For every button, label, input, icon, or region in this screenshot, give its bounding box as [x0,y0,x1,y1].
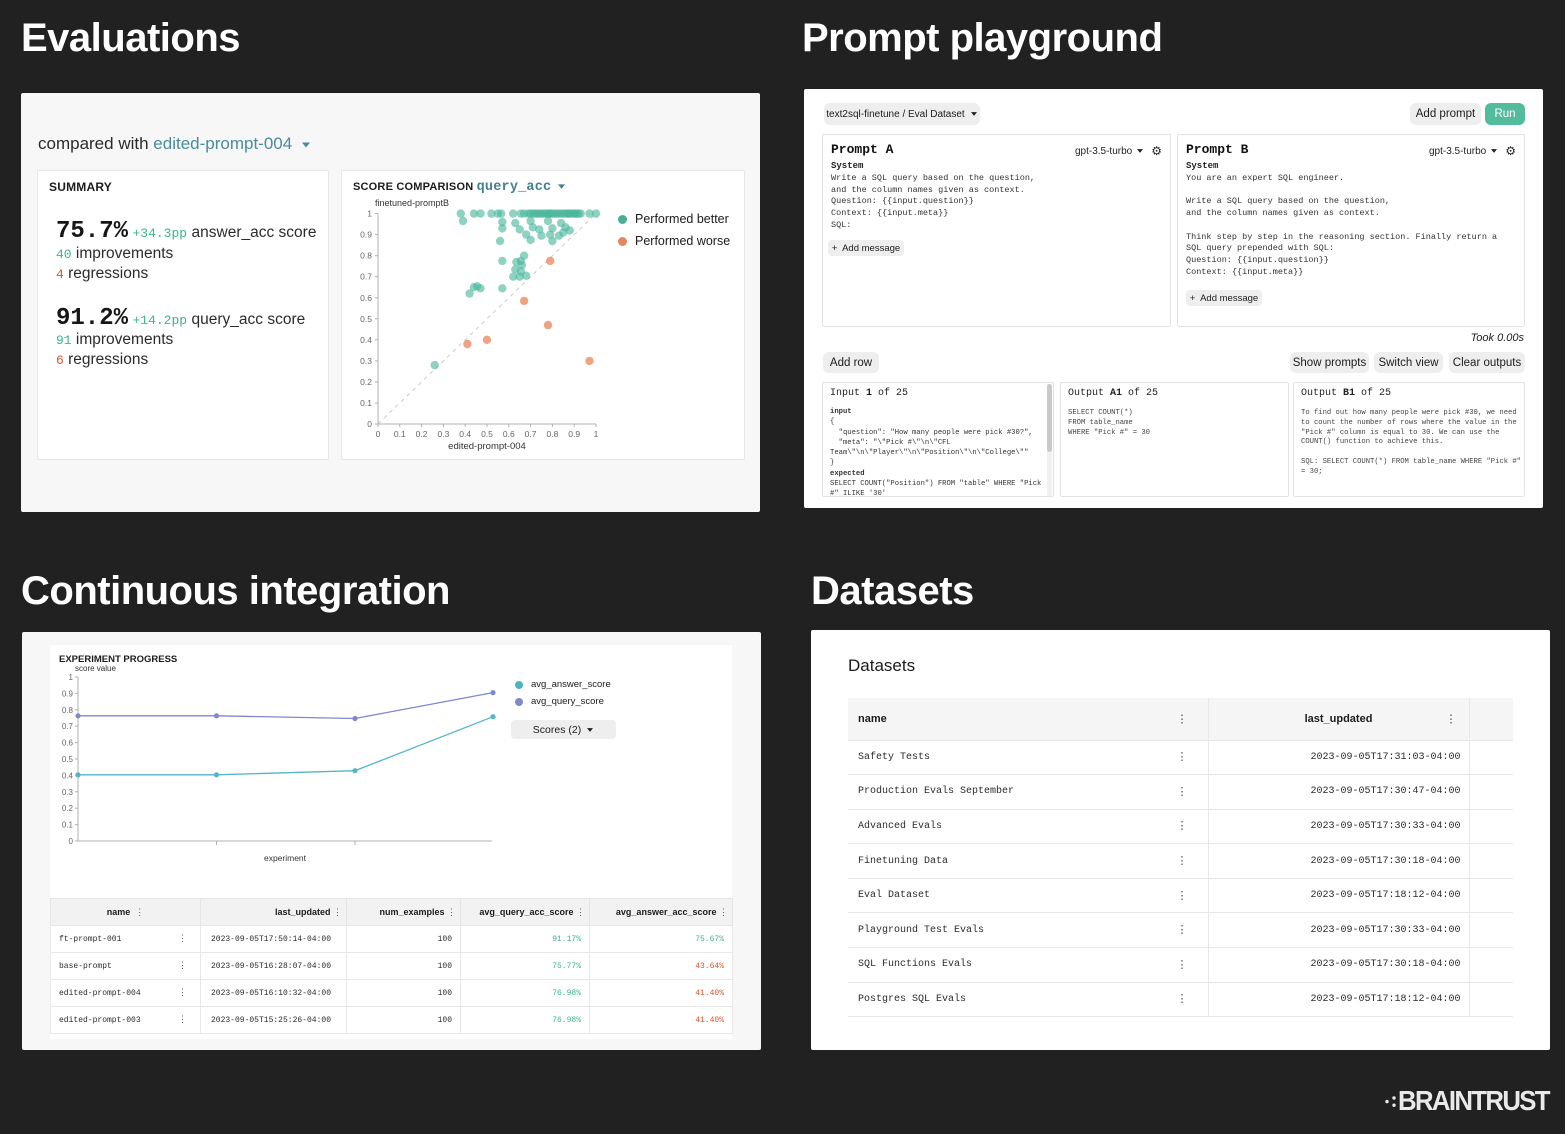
svg-text:0.9: 0.9 [62,689,74,698]
svg-text:0.7: 0.7 [62,722,74,731]
svg-text:0.5: 0.5 [360,314,372,324]
svg-text:0.3: 0.3 [62,788,74,797]
svg-text:0.9: 0.9 [568,429,580,439]
svg-text:0.6: 0.6 [62,739,74,748]
svg-text:finetuned-promptB: finetuned-promptB [375,198,449,208]
svg-text:0.4: 0.4 [62,771,74,780]
svg-text:1: 1 [594,429,599,439]
svg-text:0.5: 0.5 [481,429,493,439]
svg-text:score value: score value [75,664,116,673]
svg-text:0.7: 0.7 [360,272,372,282]
svg-text:0.8: 0.8 [546,429,558,439]
svg-text:0.1: 0.1 [360,398,372,408]
svg-text:0.9: 0.9 [360,230,372,240]
svg-text:0.5: 0.5 [62,755,74,764]
svg-text:0.8: 0.8 [62,706,74,715]
svg-text:0.4: 0.4 [459,429,471,439]
svg-text:0: 0 [376,429,381,439]
svg-text:edited-prompt-004: edited-prompt-004 [448,441,526,452]
svg-text:0.3: 0.3 [437,429,449,439]
svg-text:0.2: 0.2 [360,377,372,387]
svg-text:0.7: 0.7 [525,429,537,439]
svg-text:0: 0 [69,837,74,846]
svg-text:0.2: 0.2 [62,804,74,813]
svg-text:1: 1 [69,673,74,682]
svg-text:0: 0 [367,419,372,429]
svg-text:0.2: 0.2 [416,429,428,439]
svg-text:0.1: 0.1 [62,821,74,830]
svg-text:1: 1 [367,209,372,219]
svg-text:0.6: 0.6 [503,429,515,439]
svg-text:experiment: experiment [264,853,307,863]
svg-text:0.8: 0.8 [360,251,372,261]
svg-text:0.4: 0.4 [360,335,372,345]
svg-text:0.3: 0.3 [360,356,372,366]
svg-text:0.1: 0.1 [394,429,406,439]
svg-text:0.6: 0.6 [360,293,372,303]
